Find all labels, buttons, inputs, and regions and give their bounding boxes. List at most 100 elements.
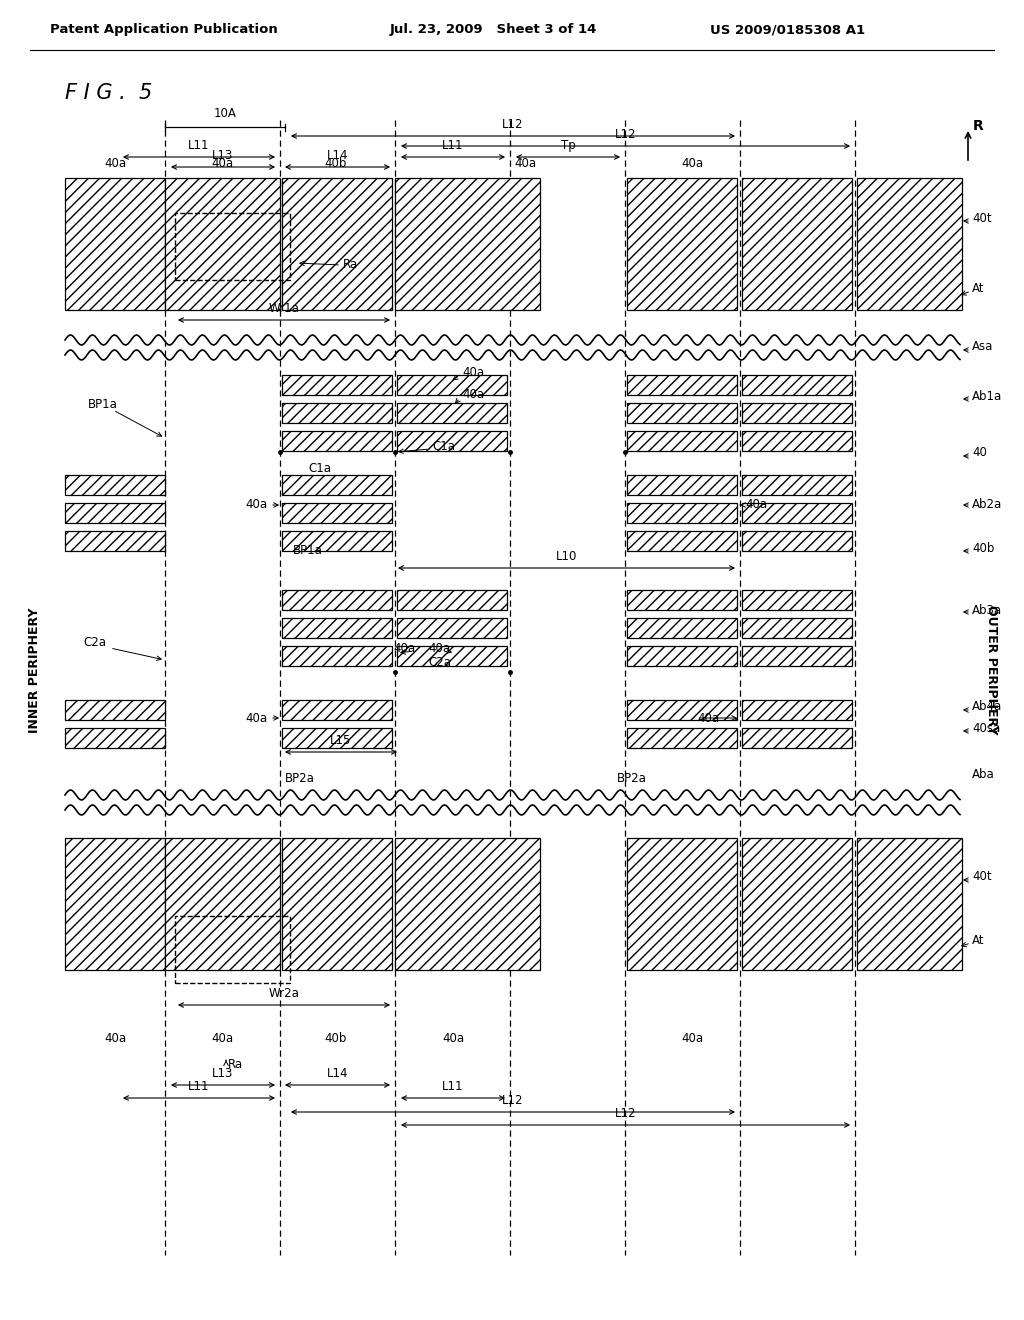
Text: INNER PERIPHERY: INNER PERIPHERY	[29, 607, 42, 733]
Text: Aba: Aba	[972, 768, 994, 781]
Text: Asa: Asa	[972, 341, 993, 354]
Text: L11: L11	[442, 139, 464, 152]
Text: 40a: 40a	[211, 157, 233, 170]
Bar	[627, 590, 737, 610]
Text: C2a: C2a	[428, 656, 451, 668]
Bar	[175, 916, 290, 983]
Text: Ab2a: Ab2a	[972, 499, 1002, 511]
Text: 40a: 40a	[394, 642, 416, 655]
Text: Ra: Ra	[343, 259, 358, 272]
Bar	[282, 618, 392, 638]
Text: BP1a: BP1a	[88, 399, 118, 412]
Text: C1a: C1a	[432, 441, 455, 454]
Text: BP2a: BP2a	[285, 771, 314, 784]
Text: 40a: 40a	[681, 157, 703, 170]
Bar	[627, 838, 737, 970]
Bar	[857, 838, 962, 970]
Bar	[282, 375, 392, 395]
Text: BP2a: BP2a	[617, 771, 647, 784]
Bar	[742, 838, 852, 970]
Text: Jul. 23, 2009   Sheet 3 of 14: Jul. 23, 2009 Sheet 3 of 14	[390, 24, 597, 37]
Text: 40a: 40a	[428, 642, 451, 655]
Bar	[282, 729, 392, 748]
Text: L15: L15	[331, 734, 351, 747]
Bar	[282, 645, 392, 667]
Text: BP1a: BP1a	[293, 544, 323, 557]
Bar	[742, 403, 852, 422]
Text: 40a: 40a	[104, 1032, 126, 1045]
Bar	[742, 178, 852, 310]
Text: L11: L11	[188, 139, 210, 152]
Text: L14: L14	[327, 1067, 348, 1080]
Text: L12: L12	[614, 1107, 636, 1119]
Bar	[165, 838, 280, 970]
Text: L12: L12	[502, 117, 523, 131]
Text: F I G .  5: F I G . 5	[65, 83, 153, 103]
Bar	[742, 700, 852, 719]
Text: Wr2a: Wr2a	[268, 987, 299, 1001]
Text: Patent Application Publication: Patent Application Publication	[50, 24, 278, 37]
Text: 40a: 40a	[104, 157, 126, 170]
Bar	[627, 729, 737, 748]
Bar	[627, 531, 737, 550]
Text: At: At	[972, 933, 984, 946]
Bar	[742, 475, 852, 495]
Bar	[627, 475, 737, 495]
Text: OUTER PERIPHERY: OUTER PERIPHERY	[985, 606, 998, 735]
Bar	[395, 838, 540, 970]
Bar	[742, 618, 852, 638]
Text: 40a: 40a	[246, 711, 268, 725]
Text: 40a: 40a	[745, 499, 767, 511]
Text: L12: L12	[614, 128, 636, 141]
Bar	[627, 432, 737, 451]
Text: 40a: 40a	[246, 499, 268, 511]
Text: 40a: 40a	[442, 1032, 464, 1045]
Bar	[397, 618, 507, 638]
Text: 40b: 40b	[325, 1032, 347, 1045]
Text: L13: L13	[212, 149, 233, 162]
Text: L12: L12	[502, 1094, 523, 1107]
Text: L10: L10	[556, 550, 578, 564]
Bar	[65, 838, 165, 970]
Bar	[627, 645, 737, 667]
Bar	[742, 531, 852, 550]
Text: 10A: 10A	[214, 107, 237, 120]
Text: US 2009/0185308 A1: US 2009/0185308 A1	[710, 24, 865, 37]
Text: L11: L11	[442, 1080, 464, 1093]
Text: Ab4a: Ab4a	[972, 701, 1002, 714]
Text: L14: L14	[327, 149, 348, 162]
Bar	[397, 403, 507, 422]
Text: C2a: C2a	[83, 636, 106, 649]
Text: R: R	[973, 119, 984, 133]
Bar	[397, 590, 507, 610]
Bar	[742, 729, 852, 748]
Text: 40a: 40a	[308, 478, 330, 491]
Bar	[627, 403, 737, 422]
Bar	[282, 475, 392, 495]
Bar	[282, 838, 392, 970]
Bar	[282, 531, 392, 550]
Bar	[627, 178, 737, 310]
Text: 40b: 40b	[325, 157, 347, 170]
Bar	[282, 700, 392, 719]
Bar	[65, 178, 165, 310]
Text: 40a: 40a	[681, 1032, 703, 1045]
Bar	[282, 178, 392, 310]
Text: 40sa: 40sa	[972, 722, 1000, 734]
Bar	[282, 503, 392, 523]
Bar	[742, 375, 852, 395]
Text: Ab1a: Ab1a	[972, 389, 1002, 403]
Text: L11: L11	[188, 1080, 210, 1093]
Bar	[395, 178, 540, 310]
Bar	[65, 503, 165, 523]
Bar	[397, 375, 507, 395]
Bar	[65, 531, 165, 550]
Text: L13: L13	[212, 1067, 233, 1080]
Bar	[397, 432, 507, 451]
Text: 40t: 40t	[972, 211, 991, 224]
Text: Ab3a: Ab3a	[972, 603, 1002, 616]
Bar	[742, 503, 852, 523]
Bar	[742, 645, 852, 667]
Bar	[627, 618, 737, 638]
Bar	[175, 213, 290, 280]
